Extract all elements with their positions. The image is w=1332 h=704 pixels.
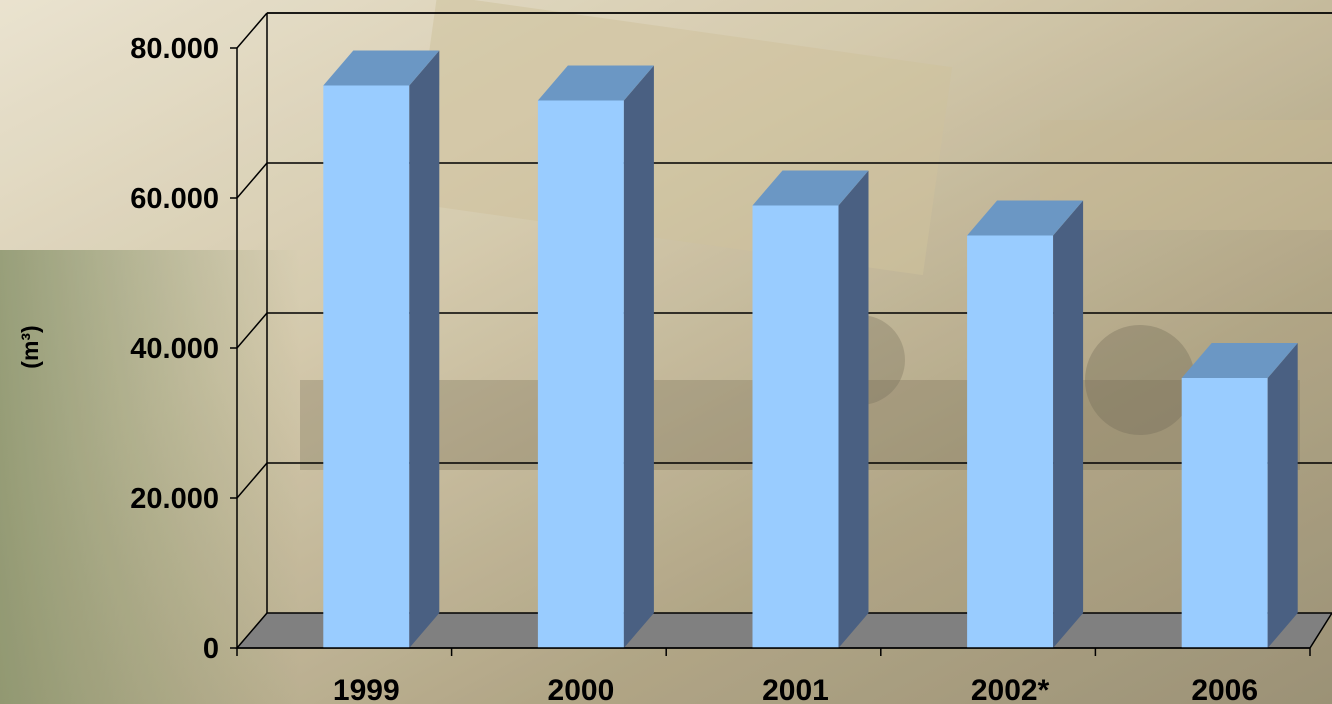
bar-front [323,85,410,648]
bar-top [323,50,440,86]
bar-side [1267,343,1298,648]
x-tick-label: 2006 [1191,674,1258,704]
bar-2001 [752,170,869,648]
bar-side [623,65,654,648]
bar-top [752,170,869,206]
bar-2000 [537,65,654,648]
bar-top [1181,343,1298,378]
bar-front [1181,378,1268,648]
y-tick-label: 40.000 [130,333,219,365]
y-tick-label: 0 [203,633,219,665]
x-axis: 1999 2000 2001 2002* 2006 [236,647,1311,704]
bar-series [323,50,1298,648]
gridline-side [236,462,268,499]
gridline-side [236,162,268,199]
gridline-side [236,12,268,49]
y-tick-label: 80.000 [130,33,219,65]
bar-top [537,65,654,101]
y-axis-label: (m³) [17,325,43,368]
x-tick-label: 2002* [971,674,1050,704]
bar-1999 [323,50,440,648]
x-tick-label: 2000 [548,674,615,704]
y-tick-label: 20.000 [130,483,219,515]
bar-side [838,170,869,648]
bar-side [1053,200,1084,648]
y-axis: 0 20.000 40.000 60.000 80.000 [130,33,238,665]
x-tick-label: 1999 [333,674,400,704]
bar-front [967,235,1054,648]
bar-side [409,50,440,648]
y-tick-label: 60.000 [130,183,219,215]
bar-front [537,100,624,648]
bar-front [752,205,839,648]
bar-top [967,200,1084,236]
bar-2002* [967,200,1084,648]
bar-2006 [1181,343,1298,648]
x-tick-label: 2001 [762,674,829,704]
gridline-side [236,312,268,349]
